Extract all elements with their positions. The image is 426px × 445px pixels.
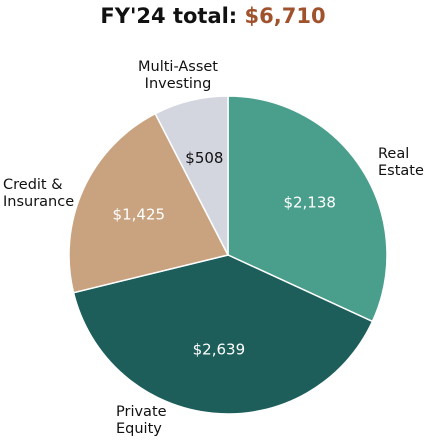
slice-value-label-private-equity: $2,639 <box>193 341 246 359</box>
slice-category-labels: Real Estate Private Equity Credit & Insurance… <box>3 59 424 437</box>
chart-title-prefix: FY'24 total: <box>100 4 244 28</box>
pie-slice-real-estate <box>227 95 388 323</box>
pie-slice-multi-asset-investing <box>154 95 229 256</box>
slice-category-label-multi-asset-investing: Multi-Asset Investing <box>138 59 218 92</box>
chart-title: FY'24 total: $6,710 <box>100 4 325 28</box>
slice-value-label-real-estate: $2,138 <box>283 194 336 212</box>
slice-value-labels: $2,138 $2,639 $1,425 $508 <box>113 149 336 359</box>
slice-value-label-credit-and-insurance: $1,425 <box>113 205 166 223</box>
slice-value-label-multi-asset-investing: $508 <box>185 149 223 167</box>
chart-title-total: $6,710 <box>245 4 326 28</box>
pie-slice-credit-and-insurance <box>68 112 230 294</box>
slice-category-label-real-estate: Real Estate <box>378 146 424 179</box>
slice-category-label-credit-and-insurance: Credit & Insurance <box>3 177 74 210</box>
pie-slices <box>68 95 388 415</box>
pie-slice-private-equity <box>72 254 374 415</box>
slice-category-label-private-equity: Private Equity <box>116 404 167 437</box>
